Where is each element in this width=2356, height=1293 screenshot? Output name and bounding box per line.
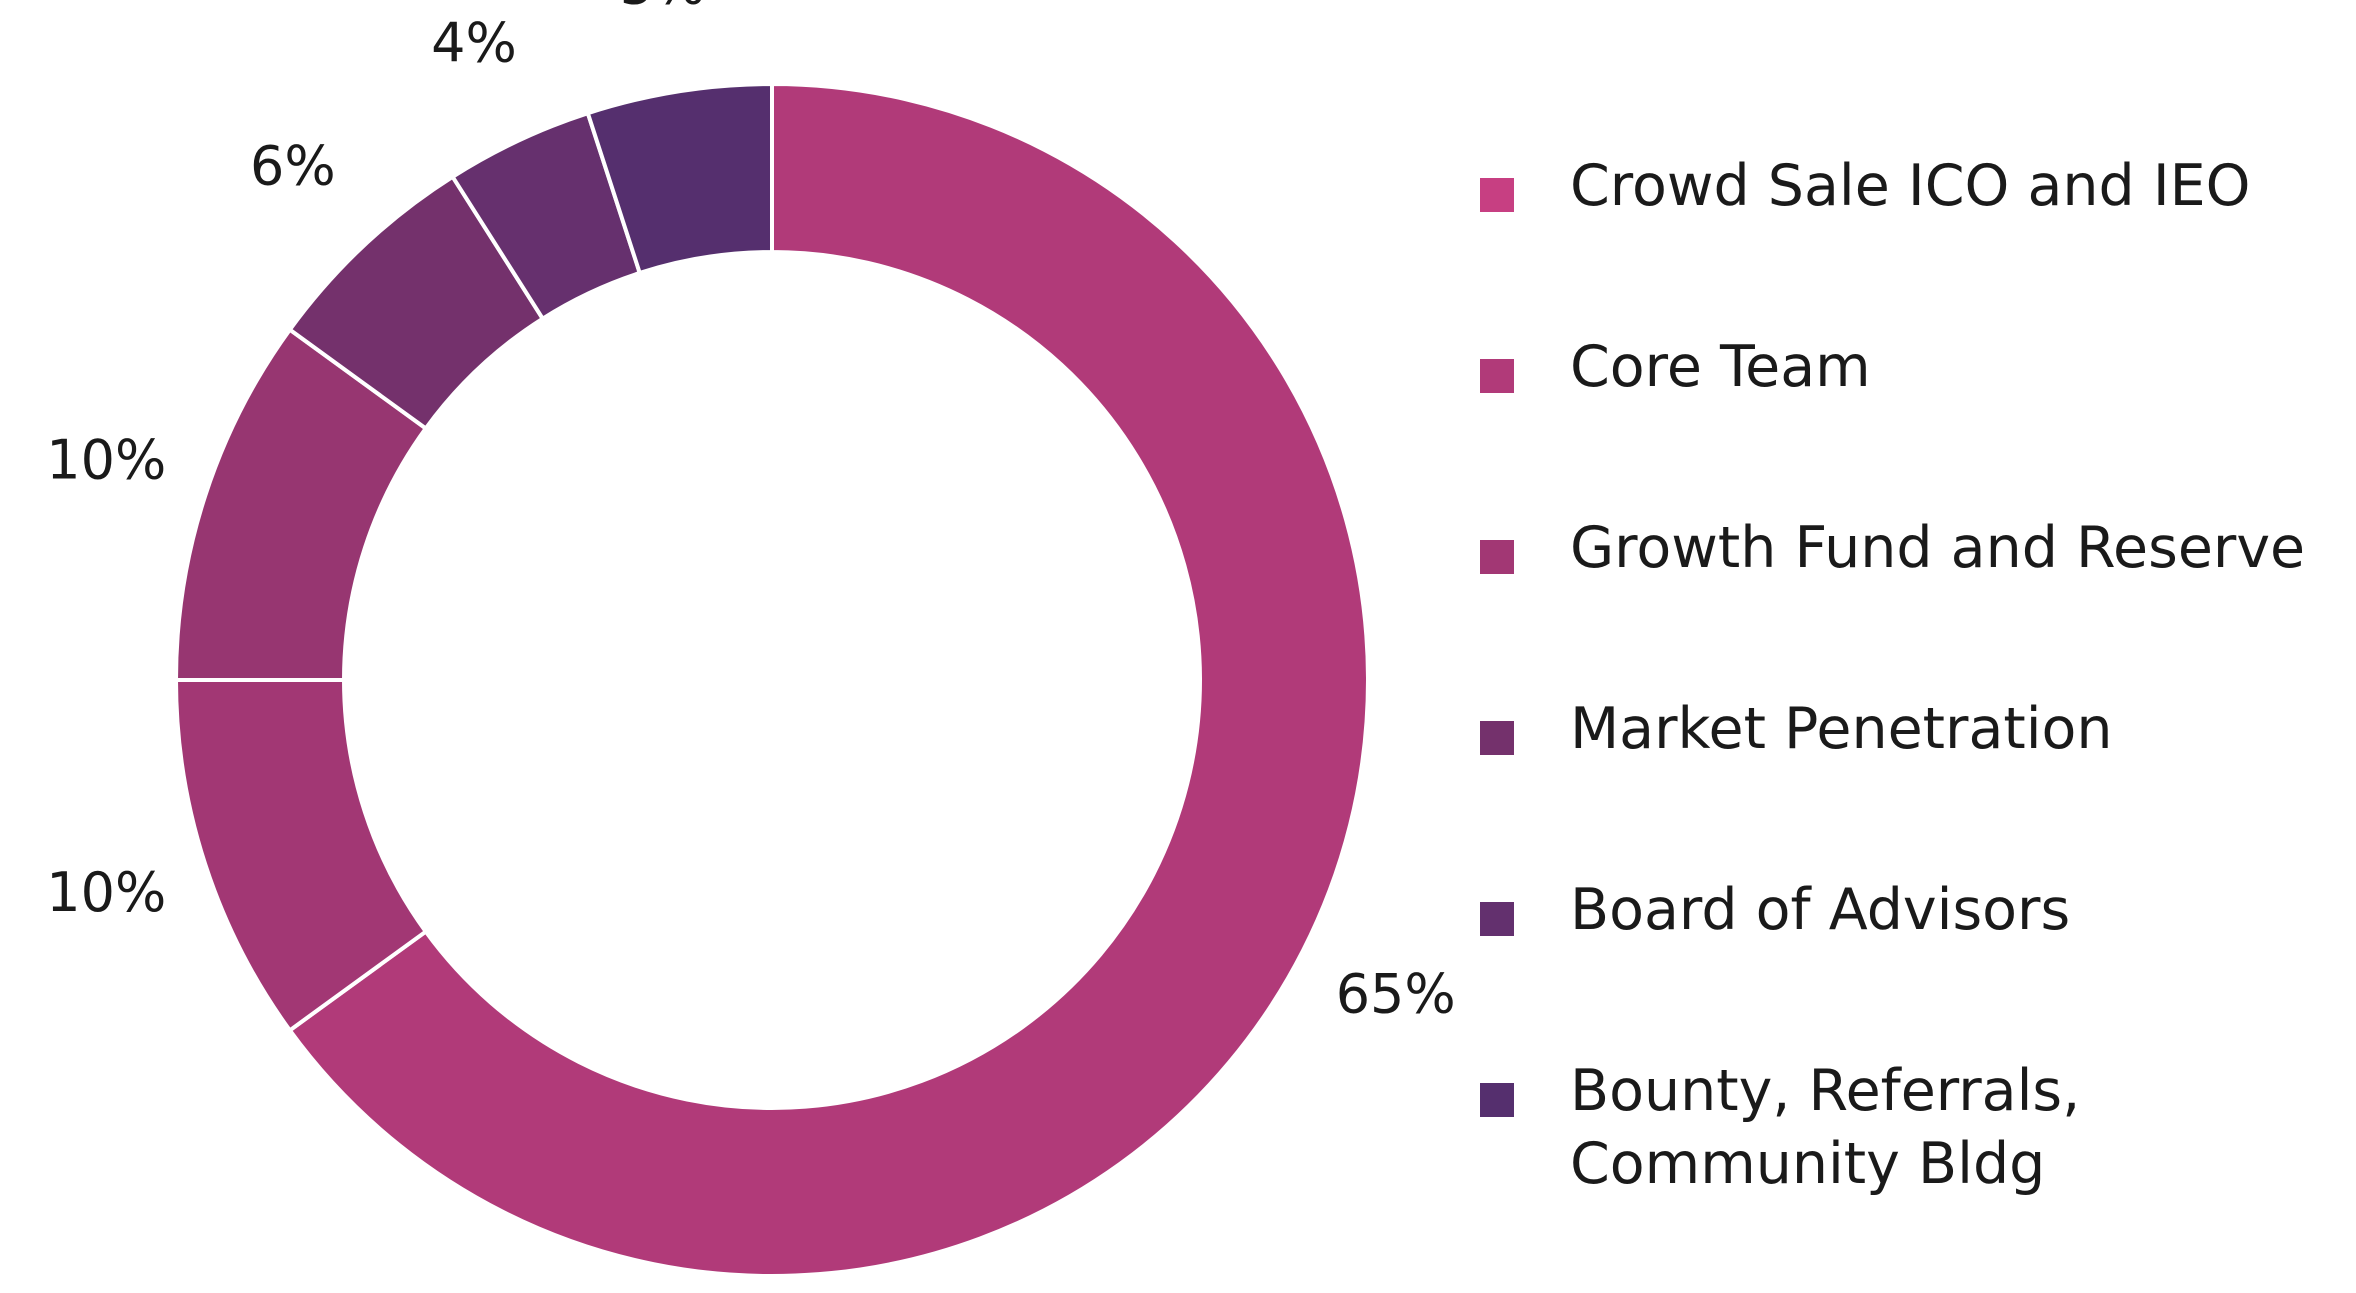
legend-swatch xyxy=(1480,540,1514,574)
legend-swatch xyxy=(1480,359,1514,393)
legend-swatch xyxy=(1480,721,1514,755)
legend-label: Market Penetration xyxy=(1570,693,2340,766)
donut-slice-0 xyxy=(287,81,1370,1278)
slice-value-label-1: 10% xyxy=(46,861,166,924)
legend-item-1: Core Team xyxy=(1480,331,2340,512)
legend-label-line: Core Team xyxy=(1570,334,1871,400)
legend-label: Growth Fund and Reserve xyxy=(1570,512,2340,585)
legend-label: Board of Advisors xyxy=(1570,874,2340,947)
slice-value-label-3: 6% xyxy=(250,134,336,197)
legend-label-line: Market Penetration xyxy=(1570,696,2113,762)
slice-value-label-4: 4% xyxy=(431,11,517,74)
legend-item-3: Market Penetration xyxy=(1480,693,2340,874)
legend-item-5: Bounty, Referrals, Community Bldg xyxy=(1480,1055,2340,1236)
donut-chart-svg: 65% 10% 10% 6% 4% 5% xyxy=(46,0,1456,1278)
chart-legend: Crowd Sale ICO and IEO Core Team Growth Fu… xyxy=(1480,150,2340,1236)
slice-value-label-0: 65% xyxy=(1336,962,1456,1025)
legend-label: Core Team xyxy=(1570,331,2340,404)
legend-label-line: Bounty, Referrals, xyxy=(1570,1058,2081,1124)
legend-swatch xyxy=(1480,1083,1514,1117)
legend-label: Bounty, Referrals, Community Bldg xyxy=(1570,1055,2340,1201)
legend-item-4: Board of Advisors xyxy=(1480,874,2340,1055)
donut-slices xyxy=(173,81,1370,1278)
donut-slice-5 xyxy=(585,81,774,276)
legend-label-line: Board of Advisors xyxy=(1570,877,2071,943)
legend-swatch xyxy=(1480,178,1514,212)
legend-label: Crowd Sale ICO and IEO xyxy=(1570,150,2340,223)
legend-item-0: Crowd Sale ICO and IEO xyxy=(1480,150,2340,331)
legend-label-line: Growth Fund and Reserve xyxy=(1570,515,2306,581)
slice-value-label-5: 5% xyxy=(620,0,706,16)
legend-swatch xyxy=(1480,902,1514,936)
donut-value-labels: 65% 10% 10% 6% 4% 5% xyxy=(46,0,1455,1025)
slice-value-label-2: 10% xyxy=(46,428,166,491)
legend-label-line: Crowd Sale ICO and IEO xyxy=(1570,153,2251,219)
legend-item-2: Growth Fund and Reserve xyxy=(1480,512,2340,693)
legend-label-line: Community Bldg xyxy=(1570,1131,2046,1197)
